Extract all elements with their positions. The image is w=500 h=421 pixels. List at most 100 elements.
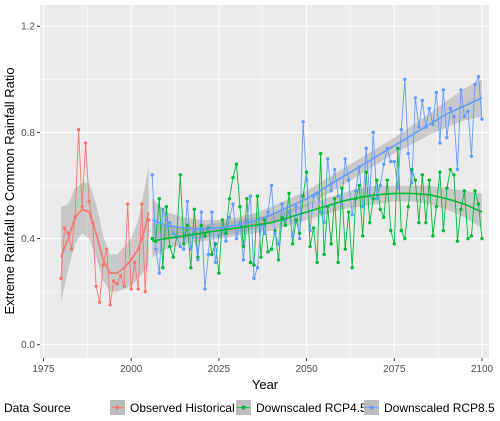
- downscaled-rcp4-5-point: [336, 260, 340, 265]
- downscaled-rcp4-5-point: [308, 244, 312, 249]
- downscaled-rcp8-5-point: [164, 218, 168, 222]
- downscaled-rcp8-5-point: [406, 151, 411, 156]
- downscaled-rcp8-5-point: [157, 271, 161, 275]
- x-tick-label: 1975: [32, 364, 55, 375]
- observed-historical-point: [133, 260, 137, 265]
- downscaled-rcp8-5-point: [210, 210, 214, 214]
- y-tick-label: 0.0: [21, 340, 35, 351]
- axes: 1975 2000 2025 2050 2075 2100 0.0 0.4 0.8 1.2: [21, 22, 493, 375]
- downscaled-rcp8-5-point: [434, 90, 439, 95]
- downscaled-rcp4-5-point: [283, 223, 288, 227]
- downscaled-rcp8-5-point: [378, 183, 382, 188]
- downscaled-rcp4-5-point: [434, 205, 439, 209]
- observed-historical-legend-label: Observed Historical: [130, 401, 235, 415]
- downscaled-rcp4-5-point: [322, 252, 326, 257]
- x-tick-label: 2100: [471, 364, 494, 375]
- downscaled-rcp4-5-point: [189, 266, 193, 270]
- downscaled-rcp8-5-point: [459, 88, 463, 92]
- downscaled-rcp4-5-point: [473, 189, 477, 193]
- downscaled-rcp4-5-point: [413, 178, 418, 182]
- downscaled-rcp4-5-point: [469, 234, 474, 238]
- downscaled-rcp4-5-point: [227, 197, 232, 201]
- downscaled-rcp4-5-point: [185, 223, 190, 227]
- downscaled-rcp8-5-point: [154, 247, 158, 251]
- downscaled-rcp4-5-point: [171, 255, 175, 259]
- observed-historical-point: [87, 199, 91, 204]
- downscaled-rcp4-5-point: [346, 210, 351, 214]
- downscaled-rcp8-5-point: [276, 242, 281, 246]
- downscaled-rcp4-5-point: [459, 207, 463, 212]
- observed-historical-point: [101, 263, 105, 267]
- observed-historical-smooth-curve: [60, 208, 150, 274]
- observed-historical-legend-point: [115, 405, 120, 410]
- downscaled-rcp4-5-confidence-band: [152, 185, 482, 258]
- x-tick-label: 2075: [383, 364, 406, 375]
- downscaled-rcp4-5-point: [420, 173, 425, 177]
- observed-historical-point: [97, 300, 102, 304]
- downscaled-rcp4-5-point: [311, 226, 316, 230]
- downscaled-rcp8-5-point: [476, 74, 481, 79]
- downscaled-rcp8-5-point: [403, 77, 407, 82]
- downscaled-rcp4-5-point: [224, 231, 228, 235]
- downscaled-rcp8-5-point: [445, 136, 449, 140]
- downscaled-rcp4-5-point: [392, 242, 396, 246]
- downscaled-rcp4-5-point: [332, 197, 337, 201]
- downscaled-rcp8-5-point: [441, 88, 446, 92]
- downscaled-rcp8-5-point: [318, 210, 323, 214]
- downscaled-rcp8-5-point: [452, 114, 456, 119]
- downscaled-rcp4-5-point: [266, 250, 270, 254]
- downscaled-rcp8-5-point: [410, 181, 414, 185]
- downscaled-rcp4-5-point: [438, 170, 442, 174]
- downscaled-rcp8-5-point: [231, 202, 235, 206]
- observed-historical-point: [115, 281, 119, 286]
- observed-historical-point: [83, 141, 88, 145]
- downscaled-rcp8-5-point: [241, 258, 246, 262]
- downscaled-rcp4-5-point: [262, 218, 267, 222]
- observed-historical-point: [94, 284, 98, 289]
- downscaled-rcp4-5-point: [150, 236, 154, 241]
- downscaled-rcp8-5-point: [213, 260, 218, 265]
- observed-historical-line: [60, 129, 150, 305]
- downscaled-rcp4-5-point: [396, 146, 400, 151]
- downscaled-rcp8-5-point: [199, 210, 204, 214]
- downscaled-rcp4-5-point: [259, 255, 263, 259]
- downscaled-rcp4-5-point: [410, 167, 414, 172]
- downscaled-rcp8-5-point: [192, 228, 197, 233]
- downscaled-rcp8-5-point: [448, 106, 453, 111]
- downscaled-rcp4-5-point: [361, 234, 365, 238]
- downscaled-rcp4-5-point: [462, 189, 467, 193]
- x-axis-label: Year: [252, 377, 279, 392]
- downscaled-rcp4-5-point: [276, 258, 281, 262]
- downscaled-rcp8-5-point: [227, 215, 232, 220]
- downscaled-rcp8-5-point: [203, 287, 207, 291]
- downscaled-rcp8-5-point: [396, 186, 400, 190]
- x-tick-label: 2050: [295, 364, 318, 375]
- downscaled-rcp8-5-point: [301, 120, 305, 124]
- downscaled-rcp4-5-point: [343, 247, 347, 251]
- x-tick-label: 2000: [120, 364, 143, 375]
- downscaled-rcp4-5-point: [385, 178, 389, 182]
- downscaled-rcp4-5-point: [480, 236, 484, 241]
- downscaled-rcp4-5-point: [357, 183, 361, 188]
- observed-historical-point: [59, 276, 63, 281]
- downscaled-rcp8-5-point: [339, 202, 344, 206]
- y-tick-label: 1.2: [21, 22, 35, 33]
- downscaled-rcp8-5-point: [329, 189, 333, 193]
- downscaled-rcp8-5-point: [389, 159, 393, 164]
- downscaled-rcp8-5-point: [322, 220, 326, 225]
- downscaled-rcp4-5-point: [231, 175, 235, 180]
- downscaled-rcp4-5-point: [445, 186, 449, 190]
- downscaled-rcp4-5-point: [238, 205, 242, 209]
- downscaled-rcp8-5-point: [438, 141, 442, 145]
- legend: Data Source Observed Historical Downscale…: [4, 400, 495, 415]
- downscaled-rcp4-5-point: [164, 205, 168, 209]
- downscaled-rcp8-5-point: [382, 162, 386, 166]
- downscaled-rcp4-5-point: [192, 207, 197, 212]
- legend-title: Data Source: [4, 401, 71, 415]
- downscaled-rcp8-5-point: [343, 157, 347, 161]
- downscaled-rcp4-5-point: [382, 215, 386, 220]
- minor-gridlines: [40, 5, 489, 358]
- downscaled-rcp8-5-point: [269, 183, 274, 188]
- downscaled-rcp4-5-point: [431, 234, 435, 238]
